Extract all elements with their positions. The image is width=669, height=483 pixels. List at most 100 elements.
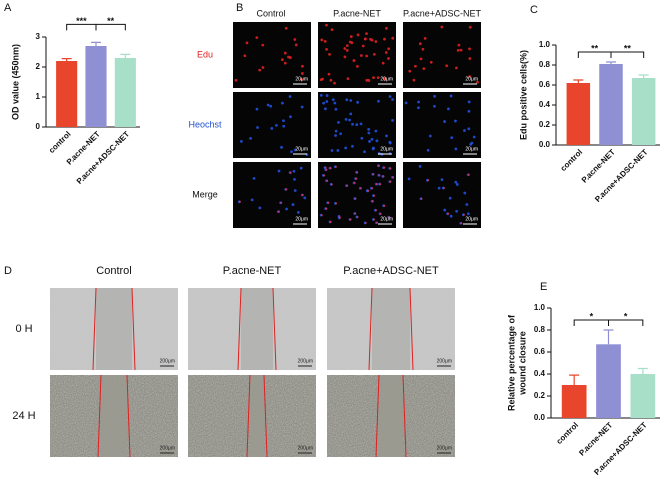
cell: [476, 80, 479, 84]
cell: [277, 210, 280, 213]
bar: [114, 58, 136, 127]
cell: [387, 57, 390, 60]
cell: [389, 167, 392, 170]
cell: [443, 208, 447, 212]
cell: [455, 209, 459, 213]
x-tick-label: P.acne+ADSC-NET: [75, 129, 131, 185]
cell: [455, 183, 459, 186]
cell: [359, 187, 362, 190]
cell: [355, 123, 359, 127]
cell: [412, 78, 416, 82]
cell: [383, 204, 386, 207]
error-bar: [637, 367, 648, 374]
scale-bar-label: 200μm: [437, 445, 452, 451]
cell: [419, 57, 423, 61]
cell: [372, 173, 375, 176]
cell: [283, 51, 287, 55]
cell: [468, 25, 472, 29]
cell: [325, 94, 329, 97]
bar: [630, 374, 656, 418]
wound-edge: [368, 287, 414, 371]
scale-bar-label: 20μm: [295, 216, 308, 222]
wound-gap: [379, 375, 403, 457]
cell: [258, 206, 262, 210]
y-tick-label: 0.6: [539, 80, 551, 89]
cell: [472, 135, 476, 139]
cell: [372, 76, 375, 80]
cell: [294, 43, 298, 47]
cell: [468, 57, 472, 60]
cell: [375, 183, 378, 186]
cell: [356, 216, 359, 219]
bar: [631, 78, 656, 145]
cell: [417, 100, 421, 104]
cell: [325, 100, 329, 103]
row-label: 24 H: [12, 410, 35, 422]
column-header: Control: [256, 8, 285, 18]
scale-bar-label: 20μm: [380, 146, 393, 152]
wound-edge: [92, 287, 136, 371]
scale-bar-label: 20μm: [295, 76, 308, 82]
cell: [354, 212, 357, 215]
cell: [463, 191, 467, 195]
microscopy-image: [403, 22, 481, 88]
cell: [322, 101, 326, 105]
cell: [344, 146, 348, 150]
cell: [462, 213, 465, 216]
cell: [335, 202, 338, 205]
cell: [447, 212, 450, 215]
cell: [391, 98, 394, 101]
cell: [245, 41, 249, 45]
cell: [345, 49, 349, 52]
wound-gap: [241, 288, 273, 370]
panel-label: A: [4, 2, 12, 14]
cell: [288, 95, 292, 98]
cell: [296, 211, 300, 214]
significance-label: **: [591, 43, 599, 53]
cell: [300, 78, 304, 81]
bar: [85, 46, 107, 127]
cell: [377, 164, 380, 167]
cell: [285, 188, 288, 191]
cell: [293, 177, 296, 181]
cell: [448, 196, 452, 200]
cell: [343, 55, 347, 59]
scale-bar-label: 200μm: [160, 358, 175, 364]
scale-bar-label: 20μm: [465, 216, 478, 222]
cell: [384, 51, 388, 54]
error-bar: [603, 329, 614, 345]
cell: [392, 176, 395, 179]
cell: [330, 28, 334, 32]
cell: [345, 44, 349, 48]
cell: [367, 127, 371, 131]
y-tick-label: 0.0: [539, 140, 551, 149]
cell: [449, 94, 453, 98]
cell: [282, 124, 286, 128]
cell: [300, 105, 304, 109]
wound-edge: [375, 374, 407, 458]
cell: [454, 147, 458, 151]
cell: [365, 32, 368, 36]
cell: [255, 36, 259, 40]
scale-bar-label: 200μm: [298, 358, 313, 364]
y-tick-label: 0.4: [534, 369, 546, 378]
cell: [326, 179, 329, 182]
cell: [440, 178, 444, 182]
panel-label: B: [236, 2, 243, 14]
cell: [433, 94, 437, 98]
scale-bar-label: 20μm: [380, 76, 393, 82]
cell: [352, 59, 356, 62]
cell: [323, 40, 327, 43]
cell: [348, 40, 352, 44]
error-bar: [638, 74, 649, 78]
panel-label: C: [530, 4, 538, 16]
y-tick-label: 0.0: [534, 413, 546, 422]
cell: [301, 194, 304, 197]
cell: [378, 174, 381, 177]
y-tick-label: 2: [36, 62, 41, 71]
cell: [379, 183, 382, 186]
cell: [289, 115, 292, 119]
cell: [454, 119, 457, 123]
cell: [420, 197, 423, 200]
